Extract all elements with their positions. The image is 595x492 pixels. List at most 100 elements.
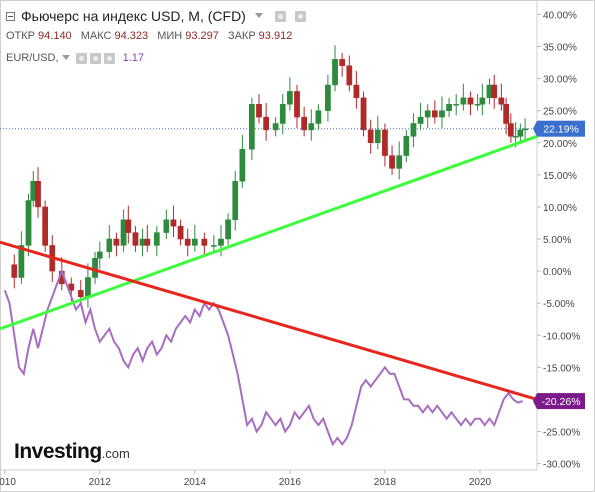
indicator-last-value-badge-box xyxy=(537,393,585,410)
candle-body xyxy=(507,123,514,137)
x-tick-label: 2010 xyxy=(0,477,16,488)
gear-icon[interactable] xyxy=(294,10,306,22)
main-last-value-badge-label: 22.19% xyxy=(543,124,579,136)
chevron-down-icon[interactable] xyxy=(61,55,70,60)
close-value: 93.912 xyxy=(258,30,293,42)
y-tick-label: 10.00% xyxy=(543,203,577,214)
support-trend-line xyxy=(0,134,538,331)
candle-body xyxy=(25,200,32,246)
resistance-trend-line xyxy=(0,240,538,401)
candle-body xyxy=(332,59,338,86)
candle-body xyxy=(279,104,286,124)
close-icon[interactable] xyxy=(103,52,115,64)
y-tick-label: -5.00% xyxy=(543,299,575,310)
candle-body xyxy=(106,238,113,253)
candle-body xyxy=(498,97,505,105)
y-tick-label: 15.00% xyxy=(543,171,577,182)
candle-body xyxy=(232,181,239,220)
chart-header: Фьючерс на индекс USD, M, (CFD) xyxy=(6,8,306,24)
y-tick-label: 30.00% xyxy=(543,75,577,86)
candle-body xyxy=(42,206,49,246)
eurusd-series-line xyxy=(3,268,524,447)
x-tick-label: 2020 xyxy=(469,477,492,488)
brand-name: Investing xyxy=(14,440,102,463)
candle-body xyxy=(453,104,460,106)
candle-body xyxy=(382,129,388,156)
candle-body xyxy=(191,238,198,246)
candle-body xyxy=(346,65,353,86)
collapse-icon[interactable] xyxy=(6,11,15,21)
y-tick-label: -30.00% xyxy=(543,460,580,471)
main-last-value-badge-pointer xyxy=(533,120,537,137)
main-last-value-badge-box xyxy=(537,120,585,137)
candle-body xyxy=(256,104,262,118)
candle-body xyxy=(353,84,360,99)
candle-body xyxy=(125,219,132,233)
candle-body xyxy=(522,128,528,131)
brand-suffix: .com xyxy=(101,446,130,461)
candle-body xyxy=(249,104,255,150)
candle-body xyxy=(503,104,509,124)
candle-body xyxy=(460,97,467,105)
y-tick-label: 5.00% xyxy=(543,235,571,246)
candle-body xyxy=(403,136,410,156)
chevron-down-icon[interactable] xyxy=(254,13,263,18)
candle-body xyxy=(308,123,315,131)
indicator-last-value-badge-pointer xyxy=(533,393,537,410)
open-label: ОТКР xyxy=(6,30,36,42)
low-value: 93.297 xyxy=(185,30,219,42)
candle-body xyxy=(30,181,37,201)
candle-body xyxy=(294,91,300,118)
candle-body xyxy=(77,290,84,298)
candle-body xyxy=(424,110,431,118)
eye-icon[interactable] xyxy=(75,52,87,64)
y-tick-label: -25.00% xyxy=(543,428,580,439)
candle-body xyxy=(210,245,217,247)
candle-body xyxy=(360,97,367,131)
candle-body xyxy=(218,238,224,246)
investing-logo: Investing.com xyxy=(14,440,130,464)
x-tick-label: 2016 xyxy=(279,477,302,488)
candle-body xyxy=(479,97,486,105)
gear-icon[interactable] xyxy=(89,52,101,64)
y-tick-label: 20.00% xyxy=(543,139,577,150)
candle-body xyxy=(512,136,519,138)
candle-body xyxy=(272,123,279,131)
candle-body xyxy=(467,97,474,105)
candle-body xyxy=(491,84,498,99)
indicator-row: EUR/USD, 1.17 xyxy=(6,52,144,64)
candle-body xyxy=(163,219,170,233)
candle-body xyxy=(177,225,184,240)
candle-body xyxy=(153,232,160,246)
candle-body xyxy=(517,129,524,137)
candle-body xyxy=(113,238,120,246)
candle-body xyxy=(239,148,246,182)
x-tick-label: 2012 xyxy=(89,477,112,488)
candle-body xyxy=(396,155,403,169)
candle-body xyxy=(417,116,424,124)
candle-body xyxy=(139,238,146,246)
indicator-label: EUR/USD, xyxy=(6,52,59,64)
instrument-title: Фьючерс на индекс USD, M, (CFD) xyxy=(21,8,246,24)
candle-body xyxy=(92,258,98,278)
y-tick-label: 0.00% xyxy=(543,267,571,278)
y-tick-label: 25.00% xyxy=(543,107,577,118)
indicator-value: 1.17 xyxy=(122,52,144,64)
y-tick-label: 40.00% xyxy=(543,10,577,21)
candle-body xyxy=(18,245,25,278)
candle-body xyxy=(170,219,177,227)
candle-body xyxy=(201,238,208,246)
candle-body xyxy=(225,219,231,240)
eye-icon[interactable] xyxy=(274,10,286,22)
candle-body xyxy=(474,104,481,106)
candle-body xyxy=(446,104,452,111)
candle-body xyxy=(374,129,381,144)
candle-body xyxy=(263,116,269,131)
candle-body xyxy=(96,251,103,259)
candle-body xyxy=(315,110,322,124)
candle-body xyxy=(431,110,438,118)
open-value: 94.140 xyxy=(38,30,72,42)
candle-body xyxy=(120,219,127,246)
candle-body xyxy=(389,155,395,169)
